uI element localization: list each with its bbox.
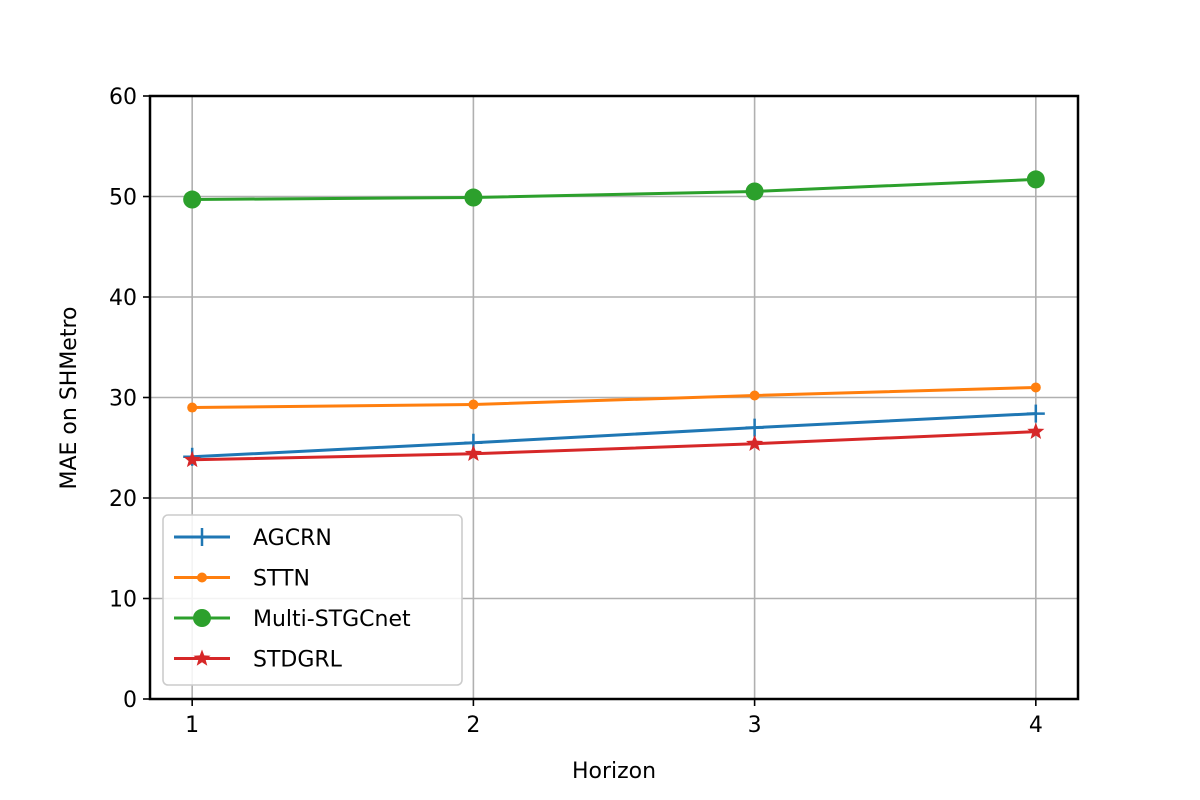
series-stdgrl bbox=[183, 422, 1045, 468]
y-tick-label: 20 bbox=[109, 487, 137, 512]
data-point-marker bbox=[749, 390, 760, 401]
data-point-marker bbox=[464, 444, 482, 462]
y-tick-label: 30 bbox=[109, 387, 137, 412]
data-point-marker bbox=[1027, 422, 1045, 439]
legend-label: Multi-STGCnet bbox=[253, 607, 411, 632]
data-point-marker bbox=[193, 649, 211, 666]
data-point-marker bbox=[187, 402, 198, 413]
y-tick-label: 40 bbox=[109, 286, 137, 311]
data-point-marker bbox=[197, 572, 207, 583]
x-tick-label: 2 bbox=[466, 713, 480, 738]
series-line bbox=[192, 430, 1036, 462]
y-tick-label: 50 bbox=[109, 186, 137, 211]
legend-label: STTN bbox=[253, 567, 310, 592]
x-axis-title: Horizon bbox=[572, 759, 656, 784]
series-line bbox=[192, 177, 1036, 202]
legend-box bbox=[162, 514, 463, 686]
data-point-marker bbox=[745, 182, 764, 201]
data-point-marker bbox=[1026, 170, 1045, 189]
y-axis-title: MAE on SHMetro bbox=[57, 307, 82, 490]
data-point-marker bbox=[464, 188, 483, 207]
ticks: 0 10 20 30 40 50 60 1 2 3 4 bbox=[109, 85, 1043, 738]
series-multi-stgcnet bbox=[183, 170, 1045, 209]
y-tick-label: 60 bbox=[109, 85, 137, 110]
series-line bbox=[192, 412, 1036, 459]
legend-label: AGCRN bbox=[253, 526, 332, 551]
data-point-marker bbox=[468, 399, 479, 410]
legend: AGCRN STTN Multi-STGCnet STDGRL bbox=[162, 514, 463, 686]
series-sttn bbox=[187, 382, 1041, 413]
series-layer bbox=[183, 170, 1045, 468]
y-tick-label: 10 bbox=[109, 588, 137, 613]
series-line bbox=[192, 385, 1036, 410]
y-tick-label: 0 bbox=[123, 688, 137, 713]
legend-label: STDGRL bbox=[253, 648, 343, 673]
x-tick-label: 3 bbox=[748, 713, 762, 738]
data-point-marker bbox=[183, 450, 201, 468]
x-tick-label: 1 bbox=[185, 713, 199, 738]
data-point-marker bbox=[746, 434, 764, 452]
data-point-marker bbox=[183, 190, 202, 209]
x-tick-label: 4 bbox=[1029, 713, 1043, 738]
data-point-marker bbox=[1030, 382, 1041, 393]
data-point-marker bbox=[193, 609, 211, 627]
